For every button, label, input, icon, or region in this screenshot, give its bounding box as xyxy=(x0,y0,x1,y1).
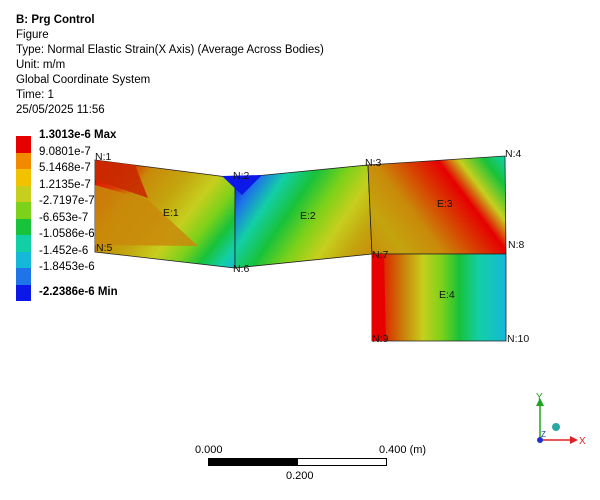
legend-swatch xyxy=(16,136,31,153)
node-label: N:10 xyxy=(507,333,529,345)
node-label: N:2 xyxy=(233,170,250,182)
info-coordinate-system: Global Coordinate System xyxy=(16,74,151,86)
legend-swatch xyxy=(16,268,31,285)
node-label: N:9 xyxy=(372,333,389,345)
node-label: N:8 xyxy=(508,239,525,251)
legend-label: 9.0801e-7 xyxy=(39,145,91,158)
node-label: N:6 xyxy=(233,263,250,275)
element-e2-min-region xyxy=(222,175,262,195)
legend-label: -1.452e-6 xyxy=(39,244,89,257)
info-unit: Unit: m/m xyxy=(16,59,66,71)
legend-min-label: -2.2386e-6 Min xyxy=(39,285,118,298)
element-e1-orange-region xyxy=(95,185,198,246)
node-label: N:3 xyxy=(365,157,382,169)
legend-swatch xyxy=(16,202,31,219)
legend-swatch xyxy=(16,218,31,235)
element-label: E:3 xyxy=(437,198,453,210)
node-label: N:7 xyxy=(372,249,389,261)
y-axis-label: Y xyxy=(536,392,543,403)
legend-label: -6.653e-7 xyxy=(39,211,89,224)
legend-label: -1.8453e-6 xyxy=(39,261,95,273)
legend-label: -1.0586e-6 xyxy=(39,228,95,240)
z-axis-label: Z xyxy=(541,430,546,439)
element-label: E:1 xyxy=(163,207,179,219)
element-e1-red-region xyxy=(95,160,148,198)
legend-max-label: 1.3013e-6 Max xyxy=(39,129,117,141)
legend-swatch xyxy=(16,152,31,169)
result-info-panel: B: Prg Control Figure Type: Normal Elast… xyxy=(16,13,324,118)
legend-swatch xyxy=(16,284,31,301)
legend-swatch xyxy=(16,185,31,202)
legend-label: 5.1468e-7 xyxy=(39,162,91,174)
node-label: N:5 xyxy=(96,242,113,254)
legend-swatch xyxy=(16,235,31,252)
info-type: Type: Normal Elastic Strain(X Axis) (Ave… xyxy=(16,44,324,56)
analysis-title: B: Prg Control xyxy=(16,14,95,26)
info-figure: Figure xyxy=(16,29,49,41)
legend-label: -2.7197e-7 xyxy=(39,195,95,207)
info-timestamp: 25/05/2025 11:56 xyxy=(16,104,105,116)
legend-label: 1.2135e-7 xyxy=(39,178,91,191)
element-label: E:4 xyxy=(439,289,455,301)
element-label: E:2 xyxy=(300,210,316,222)
x-axis-label: X xyxy=(579,436,586,447)
legend-swatch xyxy=(16,251,31,268)
element-e4-max-region xyxy=(372,254,386,341)
legend-swatch xyxy=(16,169,31,186)
coordinate-triad[interactable]: Y X Z xyxy=(520,392,590,452)
info-time: Time: 1 xyxy=(16,89,54,101)
node-label: N:1 xyxy=(95,151,112,163)
node-label: N:4 xyxy=(505,148,522,160)
